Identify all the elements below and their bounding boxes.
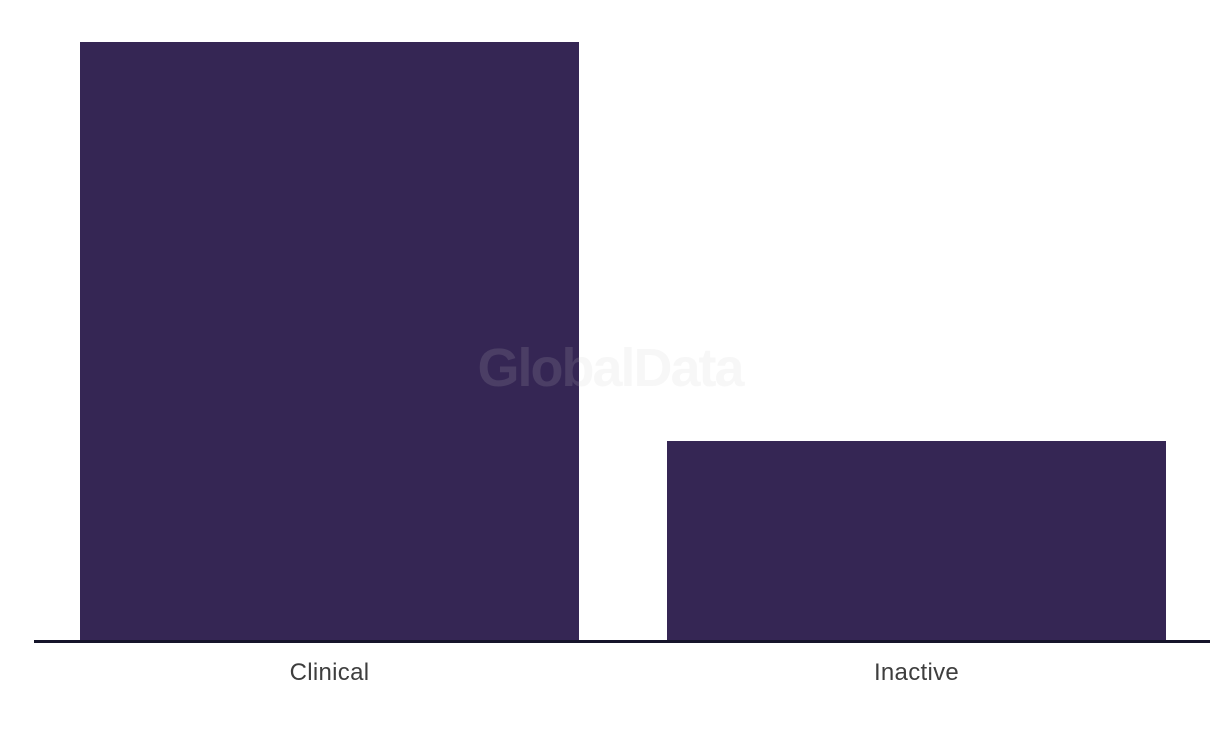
- x-tick-label-inactive: Inactive: [873, 659, 960, 686]
- x-axis-line: [34, 640, 1210, 643]
- bar-inactive: [667, 441, 1166, 640]
- bar-clinical: [80, 42, 579, 640]
- x-tick-label-clinical: Clinical: [289, 659, 370, 686]
